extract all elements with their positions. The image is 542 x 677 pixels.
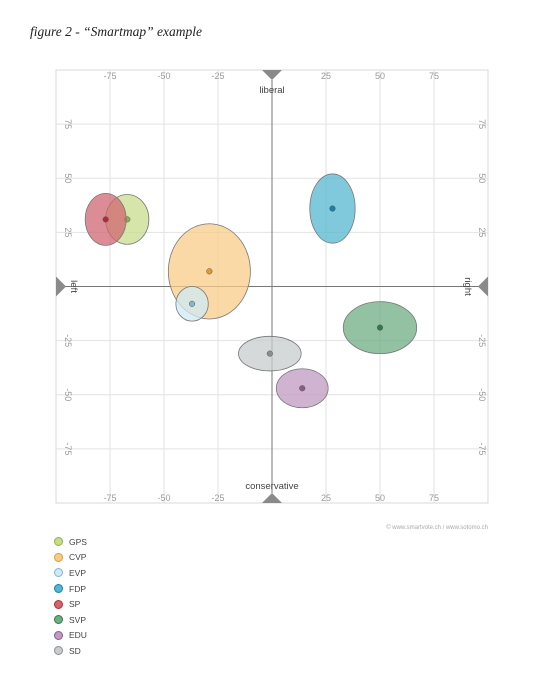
x-tick-label-top: -50 — [157, 71, 170, 81]
legend-label: GPS — [69, 536, 87, 547]
x-tick-label-top: 25 — [321, 71, 331, 81]
legend-item-sd: SD — [54, 643, 87, 659]
x-tick-label-top: 50 — [375, 71, 385, 81]
y-tick-label-right: -50 — [477, 388, 487, 401]
bottom-axis-marker — [262, 493, 282, 503]
legend-item-sp: SP — [54, 596, 87, 612]
legend-label: CVP — [69, 552, 87, 563]
legend-swatch — [54, 537, 63, 547]
credit-text: © www.smartvote.ch / www.sotomo.ch — [386, 524, 488, 531]
y-tick-label-left: 25 — [63, 227, 73, 237]
x-tick-label-top: 75 — [429, 71, 439, 81]
legend-label: SD — [69, 645, 81, 656]
legend-label: EVP — [69, 567, 87, 578]
legend-swatch — [54, 568, 63, 578]
x-tick-label-top: -75 — [103, 71, 116, 81]
x-tick-label-bottom: -75 — [103, 493, 116, 503]
legend-item-cvp: CVP — [54, 550, 87, 566]
legend-item-svp: SVP — [54, 612, 87, 628]
point-cvp — [206, 268, 213, 275]
top-axis-marker — [262, 70, 282, 80]
legend-swatch — [54, 599, 63, 609]
legend-item-evp: EVP — [54, 565, 87, 581]
legend-item-gps: GPS — [54, 534, 87, 550]
x-tick-label-bottom: 25 — [321, 493, 331, 503]
legend-swatch — [54, 552, 63, 562]
y-tick-label-right: 75 — [477, 119, 487, 129]
x-tick-label-bottom: 75 — [429, 493, 439, 503]
x-tick-label-bottom: -25 — [211, 493, 224, 503]
point-svp — [376, 324, 384, 331]
point-edu — [299, 385, 306, 392]
legend-label: SP — [69, 599, 81, 610]
right-axis-marker — [478, 276, 488, 297]
x-tick-label-bottom: 50 — [375, 493, 385, 503]
figure-caption: figure 2 - “Smartmap” example — [30, 24, 202, 39]
legend-item-fdp: FDP — [54, 581, 87, 597]
y-tick-label-left: -50 — [63, 388, 73, 401]
point-fdp — [329, 205, 336, 212]
legend-item-edu: EDU — [54, 628, 87, 644]
legend-swatch — [54, 615, 63, 625]
left-axis-marker — [56, 276, 66, 297]
point-evp — [189, 300, 196, 307]
axis-label-left: left — [68, 280, 79, 293]
legend-swatch — [54, 630, 63, 640]
legend-label: EDU — [69, 630, 87, 641]
point-sd — [266, 350, 273, 357]
y-tick-label-right: 50 — [477, 173, 487, 183]
y-tick-label-left: -25 — [63, 334, 73, 347]
y-tick-label-right: -25 — [477, 334, 487, 347]
y-tick-label-left: 50 — [63, 173, 73, 183]
point-sp — [102, 216, 109, 223]
axis-label-liberal: liberal — [259, 85, 284, 96]
x-tick-label-top: -25 — [211, 71, 224, 81]
y-tick-label-right: -75 — [477, 442, 487, 455]
axis-label-right: right — [462, 277, 473, 296]
y-tick-label-right: 25 — [477, 227, 487, 237]
y-tick-label-left: -75 — [63, 442, 73, 455]
legend-swatch — [54, 646, 63, 656]
x-tick-label-bottom: -50 — [157, 493, 170, 503]
axis-label-conservative: conservative — [245, 481, 298, 492]
y-tick-label-left: 75 — [63, 119, 73, 129]
legend-swatch — [54, 584, 63, 594]
legend-label: SVP — [69, 614, 87, 625]
legend: GPS CVP EVP FDP SP SVP EDU SD — [54, 534, 87, 659]
legend-label: FDP — [69, 583, 86, 594]
